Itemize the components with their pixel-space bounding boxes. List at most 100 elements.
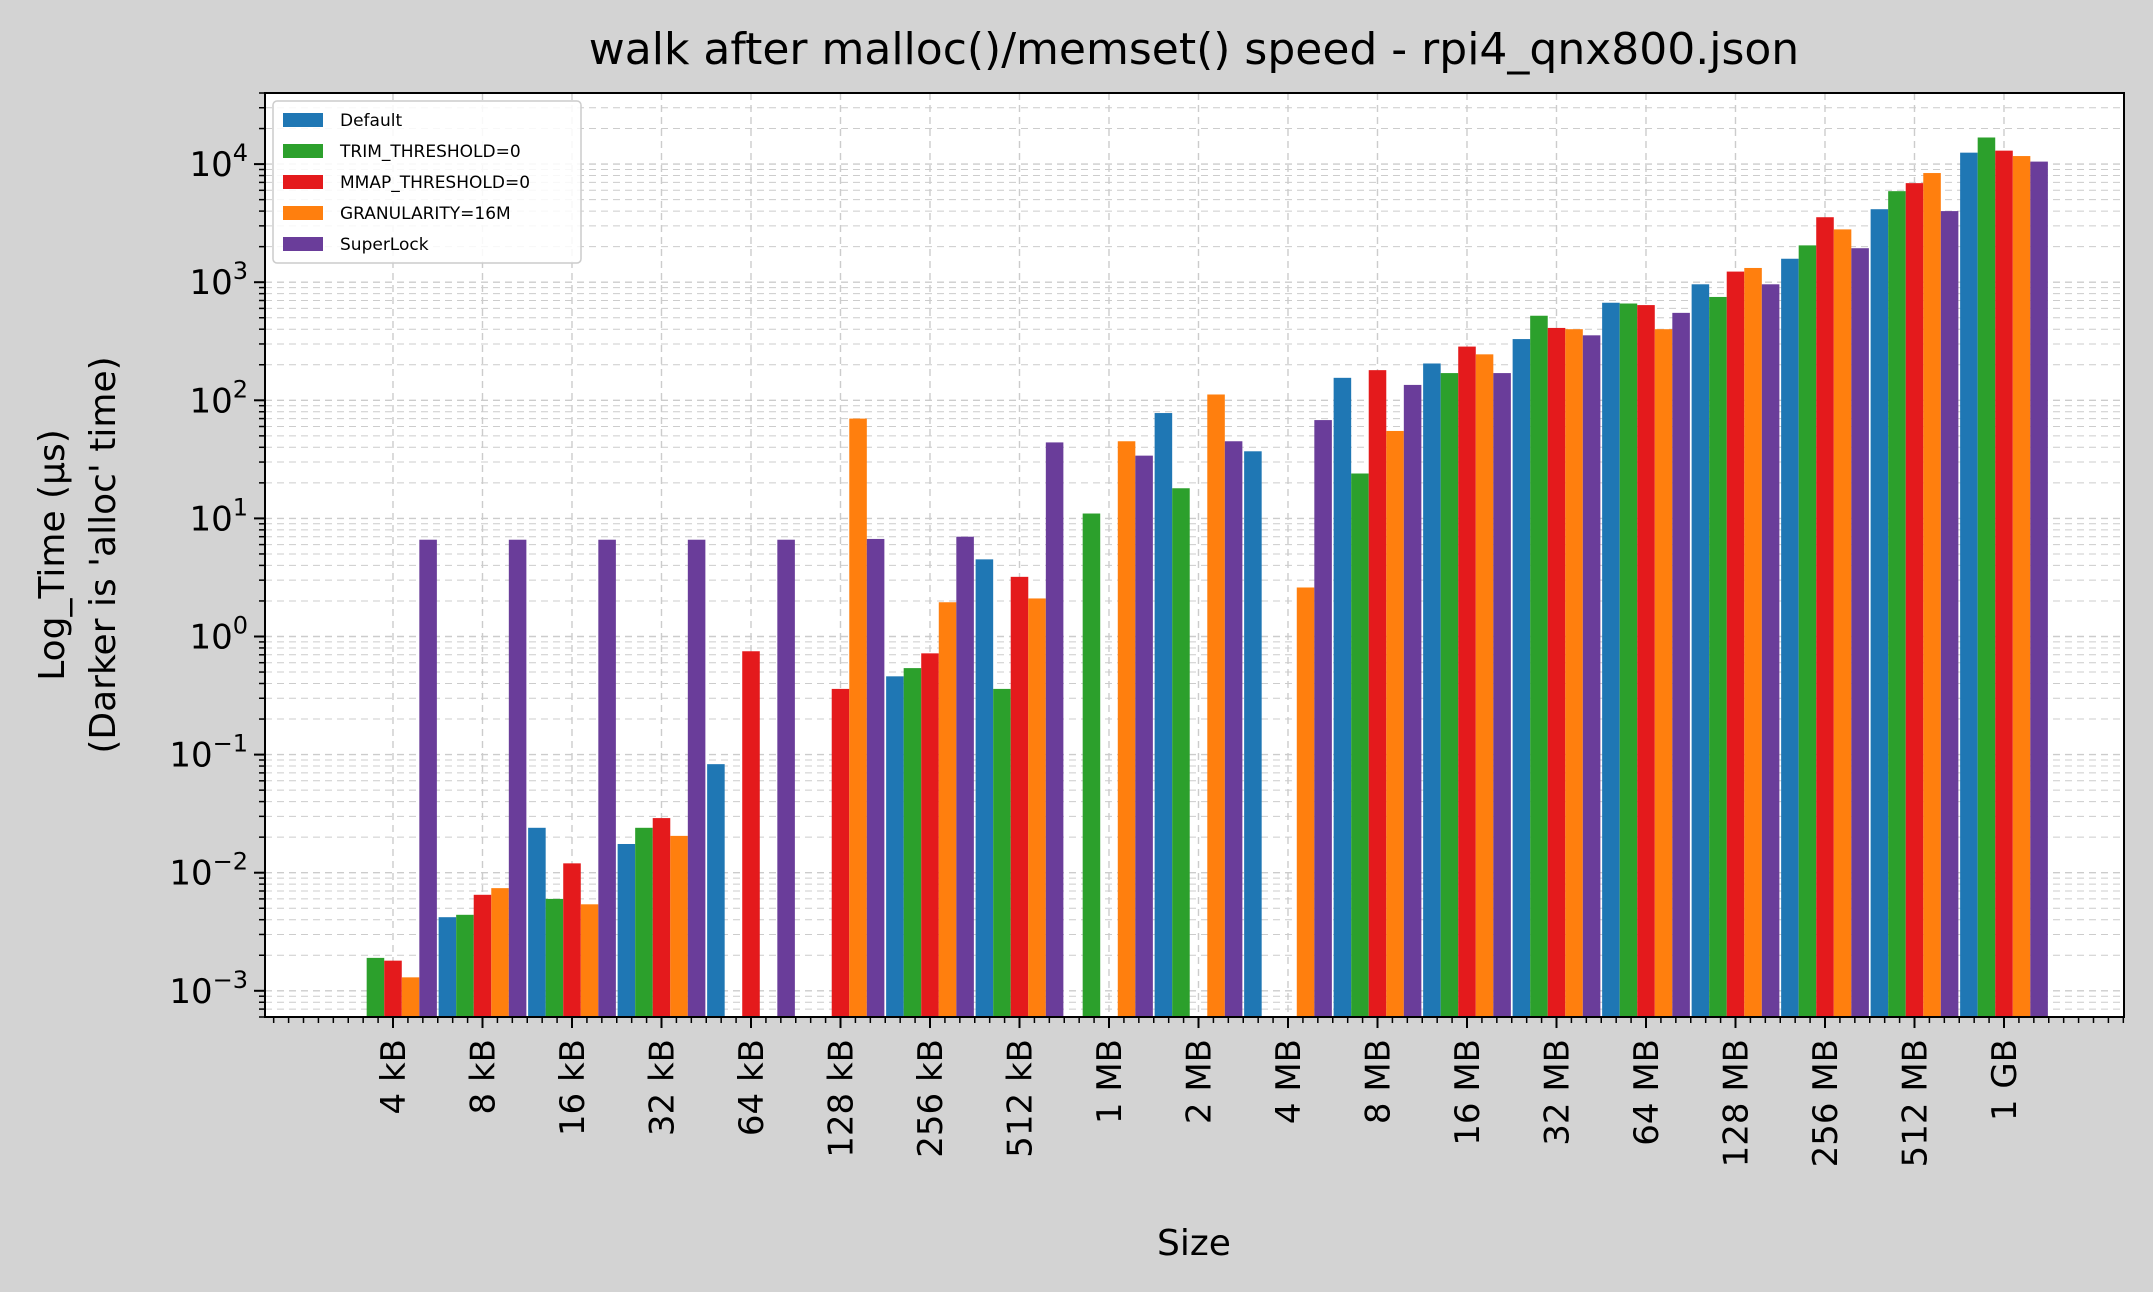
bar <box>1207 394 1225 1017</box>
x-tick-label: 32 kB <box>643 1039 683 1136</box>
bar <box>707 764 725 1017</box>
bar <box>635 827 653 1017</box>
bar <box>1333 377 1352 1018</box>
y-tick-exponent: 4 <box>233 139 248 167</box>
bars <box>366 137 2048 1018</box>
x-tick-label: 8 kB <box>464 1039 504 1114</box>
bar <box>617 843 636 1017</box>
bar <box>993 688 1011 1017</box>
y-tick-exponent: 1 <box>233 493 248 521</box>
bar <box>1296 587 1315 1017</box>
y-tick-exponent: 0 <box>233 612 248 640</box>
bar <box>438 917 457 1017</box>
bar <box>777 539 795 1017</box>
bar <box>1960 152 1978 1018</box>
y-axis-label-line1: Log_Time (µs) <box>32 429 73 681</box>
y-tick-label: 104 <box>189 139 248 185</box>
bar <box>384 960 402 1017</box>
x-tick-label: 512 kB <box>1001 1039 1041 1158</box>
legend-entry-label: TRIM_THRESHOLD=0 <box>339 142 521 162</box>
bar <box>1351 473 1369 1017</box>
bar <box>670 835 688 1017</box>
bar <box>1458 346 1476 1018</box>
bar <box>1475 354 1494 1017</box>
bar <box>1403 384 1422 1017</box>
bar <box>1905 183 1924 1017</box>
x-tick-label: 1 GB <box>1985 1039 2025 1121</box>
bar <box>545 898 564 1017</box>
bar <box>687 539 706 1017</box>
bar <box>1870 209 1889 1017</box>
bar <box>1709 296 1727 1017</box>
bar <box>1726 271 1745 1017</box>
y-tick-label: 100 <box>189 612 248 658</box>
bar <box>563 863 581 1017</box>
bar <box>652 818 671 1017</box>
legend: Default TRIM_THRESHOLD=0 MMAP_THRESHOLD=0 G… <box>272 100 582 264</box>
y-tick-base: 10 <box>169 736 212 776</box>
bar <box>1154 413 1173 1017</box>
y-tick-base: 10 <box>169 972 212 1012</box>
y-tick-label: 103 <box>189 257 248 303</box>
bar <box>528 827 546 1017</box>
bar <box>1045 442 1064 1017</box>
x-tick-label: 256 MB <box>1806 1039 1846 1167</box>
bar <box>1386 430 1404 1018</box>
bar <box>2030 161 2048 1017</box>
y-tick-base: 10 <box>189 263 232 303</box>
bar <box>1368 370 1387 1017</box>
x-tick-label: 4 kB <box>374 1039 414 1114</box>
legend-swatch <box>283 206 323 220</box>
x-tick-label: 1 MB <box>1090 1039 1130 1124</box>
bar <box>1582 335 1601 1017</box>
legend-entry-label: Default <box>340 111 402 131</box>
x-tick-label: 16 kB <box>553 1039 593 1136</box>
y-tick-exponent: −1 <box>213 730 248 758</box>
bar <box>1619 303 1638 1018</box>
bar <box>473 894 492 1017</box>
bar <box>1135 455 1153 1017</box>
bar <box>419 539 437 1017</box>
y-tick-exponent: 3 <box>233 257 248 285</box>
bar <box>1440 373 1459 1017</box>
x-tick-label: 4 MB <box>1269 1039 1309 1124</box>
bar <box>921 653 939 1017</box>
legend-entry-label: GRANULARITY=16M <box>340 204 511 224</box>
bar <box>1833 229 1852 1018</box>
legend-entry-label: MMAP_THRESHOLD=0 <box>340 173 530 193</box>
x-tick-label: 128 MB <box>1717 1039 1757 1167</box>
bar <box>1082 513 1101 1017</box>
bar <box>508 539 527 1017</box>
bar <box>1224 441 1243 1017</box>
bar <box>2012 156 2031 1017</box>
bar <box>1530 315 1548 1017</box>
bar <box>1995 150 2013 1017</box>
bar <box>1654 329 1673 1017</box>
bar <box>1940 211 1959 1017</box>
bar <box>1117 441 1136 1017</box>
bar <box>1493 373 1511 1017</box>
bar <box>1423 363 1441 1017</box>
y-tick-base: 10 <box>189 618 232 658</box>
bar <box>1565 329 1583 1017</box>
bar <box>1781 258 1799 1018</box>
bar <box>831 688 850 1017</box>
bar <box>1637 305 1655 1017</box>
y-tick-exponent: −3 <box>213 966 248 994</box>
bar <box>366 957 385 1017</box>
x-tick-label: 256 kB <box>911 1039 951 1158</box>
bar <box>938 602 957 1017</box>
plot-frame <box>264 92 2125 1018</box>
legend-swatch <box>283 144 323 158</box>
y-tick-base: 10 <box>189 499 232 539</box>
bar <box>1888 191 1906 1017</box>
x-tick-label: 512 MB <box>1896 1039 1936 1167</box>
bar <box>956 536 974 1017</box>
x-tick-label: 64 MB <box>1627 1039 1667 1146</box>
x-tick-label: 128 kB <box>822 1039 862 1158</box>
legend-swatch <box>283 237 323 251</box>
bar <box>401 977 420 1017</box>
bar <box>1851 248 1869 1018</box>
y-tick-base: 10 <box>189 145 232 185</box>
